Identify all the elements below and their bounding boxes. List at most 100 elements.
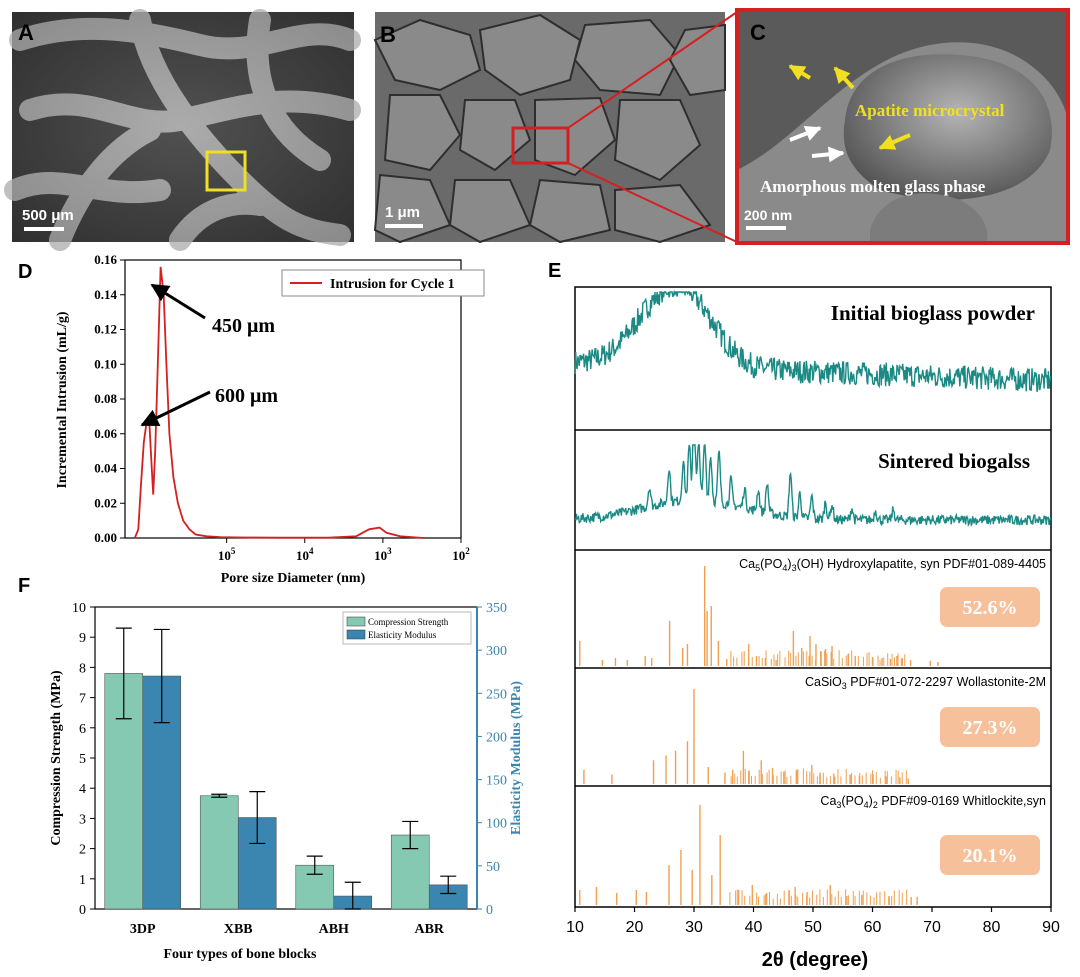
y-ticks-f: 0 1 2 3 4 5 6 7 8 9 10	[72, 601, 95, 918]
y-tick-label-f: 10	[72, 601, 86, 616]
badge-20-bg	[940, 835, 1040, 875]
y-tick-label-f: 9	[79, 631, 86, 646]
y-tick-label-d: 0.12	[94, 322, 117, 337]
arrow-600	[140, 390, 211, 427]
label-hydroxylapatite: Ca5(PO4)3(OH) Hydroxylapatite, syn PDF#0…	[739, 557, 1046, 573]
series-line-intrusion	[133, 266, 424, 539]
grain-pattern	[373, 13, 726, 244]
yellow-arrow-1	[788, 64, 812, 81]
x-tick-label-e: 40	[745, 919, 763, 936]
sticks-whitlockite	[579, 805, 918, 905]
zoom-box-a	[205, 150, 247, 192]
y2-tick-label-f: 350	[486, 601, 507, 616]
x-tick-label-d: 102	[452, 546, 470, 563]
panel-c: C Apatite microcrystal Amorphous molten …	[735, 8, 1070, 245]
badge-27-bg	[940, 707, 1040, 747]
x-ticks-d: 105 104 103 102	[218, 538, 470, 563]
label-sintered-bioglass: Sintered biogalss	[878, 449, 1030, 473]
label-wollastonite: CaSiO3 PDF#01-072-2297 Wollastonite-2M	[805, 675, 1046, 691]
x-axis-label-d: Pore size Diameter (nm)	[221, 571, 366, 586]
bar-compression-XBB	[199, 795, 239, 910]
y2-ticks-f: 0 50 100 150 200 250 300 350	[477, 601, 507, 918]
badge-52-bg	[940, 587, 1040, 627]
sticks-hydroxylapatite	[579, 566, 939, 666]
y2-tick-label-f: 50	[486, 860, 500, 875]
scale-bar-a	[24, 227, 64, 231]
panel-label-d: D	[18, 261, 32, 283]
annot-450: 450 μm	[212, 315, 275, 337]
annot-apatite: Apatite microcrystal	[855, 101, 1005, 120]
y-tick-label-f: 8	[79, 661, 86, 676]
y2-tick-label-f: 250	[486, 687, 507, 702]
panel-label-a: A	[18, 20, 34, 45]
panel-e: E Initial bioglass powder Sintered bioga…	[548, 260, 1060, 971]
scale-bar-b	[385, 224, 423, 228]
scale-label-c: 200 nm	[744, 207, 792, 223]
x-tick-label-e: 70	[923, 919, 941, 936]
x-tick-label-e: 90	[1042, 919, 1060, 936]
y-tick-label-f: 2	[79, 843, 86, 858]
y-tick-label-f: 5	[79, 752, 86, 767]
panel-a: A 500 μm	[4, 9, 361, 251]
trace-initial-bioglass	[574, 289, 1052, 392]
panel-b: B 1 μm	[373, 11, 738, 244]
y-tick-label-d: 0.14	[94, 287, 117, 302]
y-tick-label-f: 1	[79, 873, 86, 888]
label-whitlockite: Ca3(PO4)2 PDF#09-0169 Whitlockite,syn	[820, 794, 1046, 810]
trace-sintered-bioglass	[574, 443, 1052, 528]
legend-swatch-elasticity	[346, 629, 366, 640]
badge-52-text: 52.6%	[963, 597, 1018, 619]
legend-d: Intrusion for Cycle 1	[281, 269, 485, 297]
y-axis-label-f: Compression Strength (MPa)	[49, 670, 64, 846]
badge-20: 20.1%	[940, 835, 1040, 875]
panel-label-c: C	[750, 20, 766, 45]
y-tick-label-f: 3	[79, 812, 86, 827]
yellow-arrow-2	[833, 66, 855, 90]
y-tick-label-d: 0.04	[94, 461, 117, 476]
badge-27-text: 27.3%	[963, 717, 1018, 739]
y-tick-label-f: 4	[79, 782, 86, 797]
x-tick-label-d: 105	[218, 546, 236, 563]
x-tick-label-e: 60	[864, 919, 882, 936]
panel-label-f: F	[18, 575, 30, 597]
y-tick-label-d: 0.02	[94, 495, 117, 510]
badge-27: 27.3%	[940, 707, 1040, 747]
legend-label-elasticity: Elasticity Modulus	[368, 630, 437, 640]
y-tick-label-d: 0.08	[94, 391, 117, 406]
badge-20-text: 20.1%	[963, 845, 1018, 867]
x-tick-label-d: 103	[374, 546, 392, 563]
legend-f: Compression Strength Elasticity Modulus	[342, 611, 472, 645]
y2-tick-label-f: 300	[486, 644, 507, 659]
x-tick-label-f: 3DP	[130, 922, 156, 937]
x-axis-label-e: 2θ (degree)	[762, 949, 868, 971]
x-ticks-f: 3DP XBB ABH ABR	[130, 922, 445, 937]
x-tick-label-f: ABR	[414, 922, 444, 937]
panel-c-border	[735, 8, 1070, 245]
y-tick-label-f: 7	[79, 692, 86, 707]
y-tick-label-d: 0.06	[94, 426, 117, 441]
white-arrow-2	[811, 146, 845, 163]
scale-label-b: 1 μm	[385, 204, 420, 221]
y2-tick-label-f: 100	[486, 817, 507, 832]
label-initial-bioglass: Initial bioglass powder	[831, 301, 1035, 325]
x-tick-label-e: 80	[983, 919, 1001, 936]
y-tick-label-d: 0.16	[94, 252, 117, 267]
zoom-box-b	[511, 126, 570, 165]
panel-f: F 0 1 2 3 4 5 6 7 8 9 10 0 50 100 150 200 250 300 350 3DP…	[18, 575, 524, 962]
y-axis-label-d: Incremental Intrusion (mL/g)	[55, 311, 70, 488]
x-tick-label-e: 30	[685, 919, 703, 936]
zoom-line-top	[567, 11, 738, 129]
x-tick-label-e: 50	[804, 919, 822, 936]
x-tick-label-e: 20	[626, 919, 644, 936]
panel-label-b: B	[380, 22, 396, 47]
bars-f	[104, 627, 468, 910]
y-ticks-d: 0.00 0.02 0.04 0.06 0.08 0.10 0.12 0.14 0.16	[94, 252, 125, 545]
white-arrow-1	[789, 125, 822, 142]
y-tick-label-f: 0	[79, 903, 86, 918]
x-tick-label-f: XBB	[224, 922, 253, 937]
x-axis-label-f: Four types of bone blocks	[164, 947, 318, 962]
y-tick-label-d: 0.00	[94, 530, 117, 545]
y2-tick-label-f: 150	[486, 774, 507, 789]
badge-52: 52.6%	[940, 587, 1040, 627]
sticks-wollastonite	[583, 689, 909, 784]
